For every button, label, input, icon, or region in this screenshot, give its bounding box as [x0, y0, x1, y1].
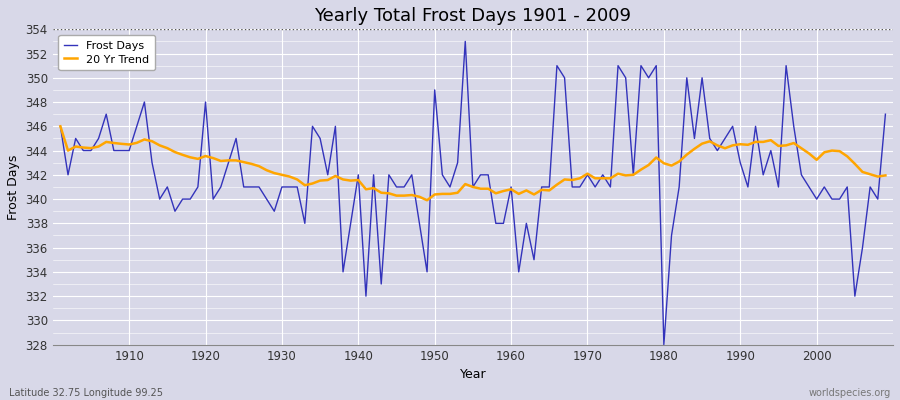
- 20 Yr Trend: [284, 174, 295, 179]
- Frost Days: [605, 184, 616, 189]
- Frost Days: [330, 124, 341, 129]
- 20 Yr Trend: [330, 174, 341, 178]
- Line: Frost Days: Frost Days: [60, 42, 886, 345]
- 20 Yr Trend: [55, 124, 66, 129]
- 20 Yr Trend: [513, 192, 524, 196]
- Line: 20 Yr Trend: 20 Yr Trend: [60, 126, 886, 200]
- Legend: Frost Days, 20 Yr Trend: Frost Days, 20 Yr Trend: [58, 35, 155, 70]
- Title: Yearly Total Frost Days 1901 - 2009: Yearly Total Frost Days 1901 - 2009: [314, 7, 632, 25]
- Frost Days: [460, 39, 471, 44]
- Frost Days: [116, 148, 127, 153]
- 20 Yr Trend: [880, 173, 891, 178]
- 20 Yr Trend: [422, 198, 433, 203]
- X-axis label: Year: Year: [460, 368, 486, 381]
- 20 Yr Trend: [116, 142, 127, 146]
- Frost Days: [55, 124, 66, 129]
- Y-axis label: Frost Days: Frost Days: [7, 154, 20, 220]
- Text: Latitude 32.75 Longitude 99.25: Latitude 32.75 Longitude 99.25: [9, 388, 163, 398]
- Text: worldspecies.org: worldspecies.org: [809, 388, 891, 398]
- Frost Days: [506, 184, 517, 189]
- Frost Days: [513, 270, 524, 274]
- Frost Days: [284, 184, 295, 189]
- 20 Yr Trend: [605, 176, 616, 181]
- Frost Days: [659, 342, 670, 347]
- Frost Days: [880, 112, 891, 116]
- 20 Yr Trend: [506, 187, 517, 192]
